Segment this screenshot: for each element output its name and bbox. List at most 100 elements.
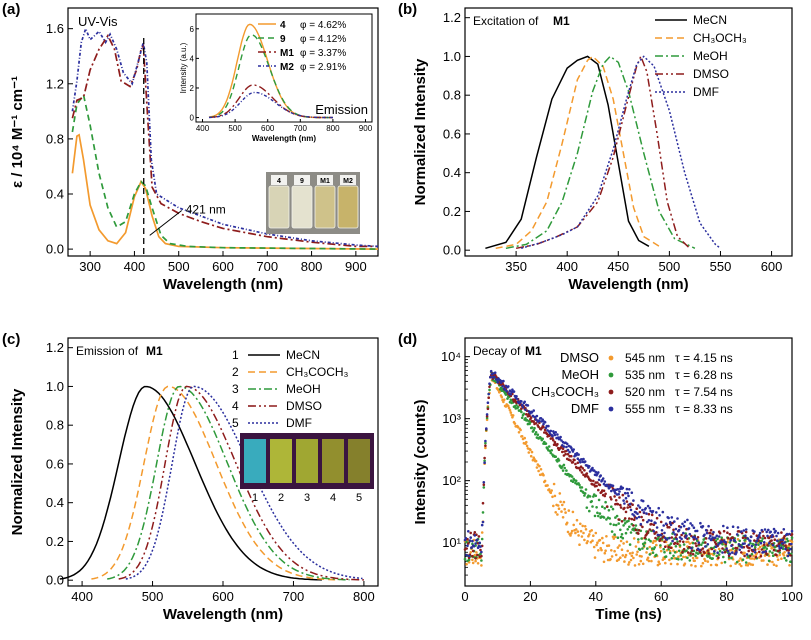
data-point	[682, 543, 686, 546]
data-point	[762, 559, 765, 562]
data-point	[789, 560, 792, 563]
data-point	[670, 516, 674, 519]
data-point	[669, 542, 673, 545]
data-point	[623, 506, 626, 510]
data-point	[754, 555, 758, 559]
data-point	[743, 551, 746, 555]
data-point	[777, 544, 781, 548]
data-point	[583, 492, 587, 495]
data-point	[511, 414, 515, 417]
data-point	[489, 375, 492, 379]
y-tick-label: 0.8	[46, 131, 64, 146]
y-tick-label: 0.0	[46, 242, 64, 257]
data-point	[471, 554, 474, 558]
data-point	[635, 553, 638, 556]
data-point	[730, 556, 733, 560]
data-point	[611, 507, 615, 511]
inset-legend-label: φ = 3.37%	[300, 48, 346, 59]
data-point	[522, 412, 526, 416]
data-point	[632, 524, 635, 527]
data-point	[628, 543, 632, 546]
data-point	[482, 486, 486, 489]
data-point	[548, 432, 552, 435]
data-point	[479, 545, 482, 548]
y-tick-label: 1.2	[46, 340, 64, 355]
data-point	[736, 538, 740, 541]
data-point	[588, 495, 592, 498]
data-point	[616, 536, 620, 539]
data-point	[789, 542, 793, 546]
data-point	[789, 554, 792, 557]
data-point	[580, 486, 584, 489]
data-point	[718, 531, 722, 535]
data-point	[603, 480, 607, 483]
data-point	[525, 440, 528, 444]
data-point	[593, 556, 597, 559]
data-point	[482, 481, 486, 484]
data-point	[638, 510, 642, 514]
cuvette	[244, 439, 266, 483]
x-tick-label: 400	[556, 259, 578, 274]
inset-series-9	[208, 33, 333, 119]
data-point	[785, 559, 788, 562]
inset-y-tick-label: 6	[190, 25, 195, 34]
data-point	[717, 535, 721, 538]
data-point	[480, 537, 484, 541]
data-point	[597, 498, 601, 502]
legend-wavelength: 555 nm	[625, 402, 665, 416]
data-point	[659, 520, 663, 524]
data-point	[523, 436, 526, 440]
data-point	[577, 534, 580, 537]
data-point	[778, 553, 781, 557]
data-point	[655, 553, 658, 557]
data-point	[664, 545, 667, 548]
data-point	[676, 562, 679, 566]
vial-label-bg	[340, 175, 356, 185]
data-point	[783, 556, 786, 560]
data-point	[781, 538, 785, 542]
data-point	[643, 541, 647, 544]
data-point	[538, 419, 541, 423]
data-point	[636, 550, 639, 554]
data-point	[646, 504, 650, 508]
data-point	[657, 506, 660, 510]
data-point	[682, 540, 685, 544]
panel-letter: (c)	[2, 331, 20, 348]
data-point	[608, 517, 611, 520]
data-point	[749, 535, 753, 539]
data-point	[779, 538, 782, 542]
data-point	[648, 545, 652, 549]
data-point	[621, 554, 625, 557]
data-point	[650, 522, 653, 526]
y-tick-label: 1.6	[46, 21, 64, 36]
data-point	[553, 494, 557, 498]
x-tick-label: 100	[781, 589, 803, 604]
data-point	[552, 504, 555, 508]
x-axis-label: Wavelength (nm)	[568, 276, 688, 293]
annotation-text: 421 nm	[186, 202, 226, 216]
data-point	[689, 522, 692, 525]
data-point	[629, 508, 633, 512]
data-point	[695, 544, 698, 548]
data-point	[725, 547, 728, 550]
data-point	[613, 495, 616, 498]
data-point	[535, 414, 539, 418]
data-point	[602, 489, 606, 493]
data-point	[554, 455, 557, 459]
data-point	[662, 524, 665, 527]
data-point	[634, 524, 638, 527]
data-point	[759, 541, 763, 545]
data-point	[691, 556, 695, 560]
data-point	[753, 557, 756, 561]
data-point	[701, 525, 705, 528]
data-point	[610, 498, 613, 501]
data-point	[603, 494, 607, 498]
x-tick-label: 600	[212, 259, 234, 274]
cuvette-label: 1	[252, 492, 258, 504]
data-point	[525, 413, 528, 416]
data-point	[682, 547, 686, 551]
data-point	[483, 461, 486, 465]
inset-x-tick-label: 900	[359, 124, 373, 133]
data-point	[464, 536, 468, 540]
legend-tau: τ = 4.15 ns	[675, 351, 733, 365]
